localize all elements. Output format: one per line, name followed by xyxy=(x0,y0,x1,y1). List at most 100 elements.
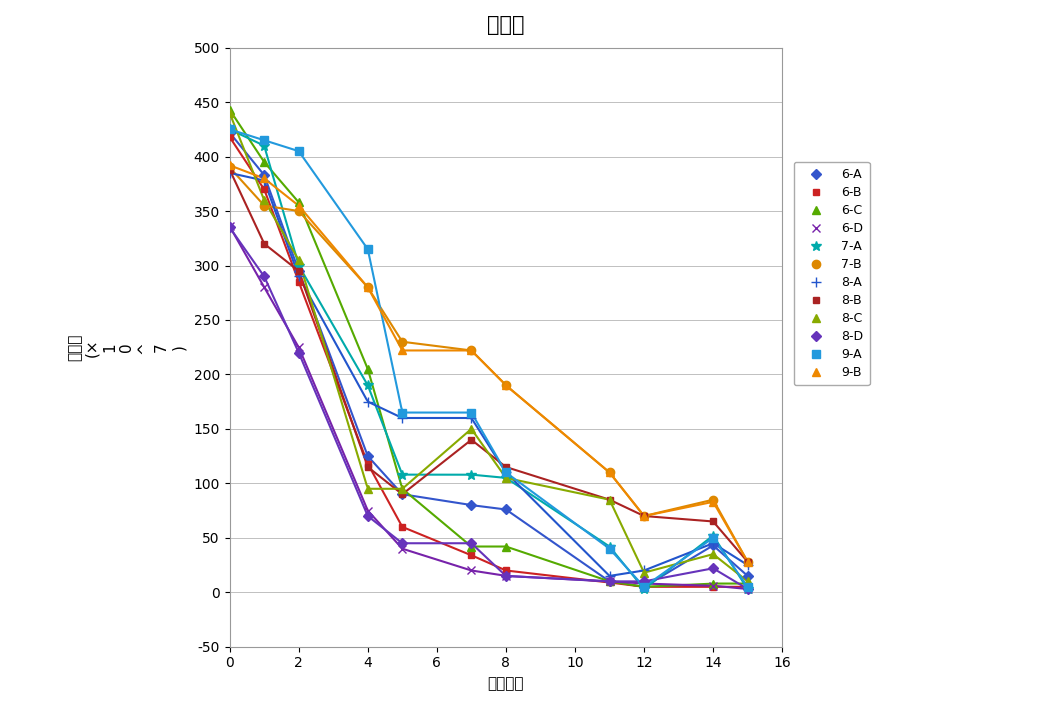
9-B xyxy=(396,346,408,354)
8-D xyxy=(396,539,408,547)
7-B xyxy=(603,468,616,477)
6-B xyxy=(603,578,616,587)
6-A xyxy=(292,267,305,275)
Line: 6-C: 6-C xyxy=(226,106,752,591)
6-D xyxy=(500,572,513,580)
8-B xyxy=(500,462,513,471)
8-A xyxy=(603,572,616,580)
9-B xyxy=(638,512,650,520)
6-C xyxy=(396,484,408,493)
Line: 9-A: 9-A xyxy=(226,125,752,591)
6-A xyxy=(361,452,374,460)
8-B xyxy=(466,436,478,444)
6-A xyxy=(466,501,478,509)
8-D xyxy=(466,539,478,547)
Line: 8-D: 8-D xyxy=(227,224,751,592)
8-C xyxy=(258,196,270,205)
7-B xyxy=(500,381,513,390)
9-A xyxy=(292,147,305,155)
Line: 8-C: 8-C xyxy=(226,109,752,585)
8-A xyxy=(707,539,719,547)
8-B xyxy=(707,517,719,526)
7-A xyxy=(603,542,616,551)
9-B xyxy=(500,381,513,390)
8-B xyxy=(603,496,616,504)
8-D xyxy=(500,572,513,580)
6-D xyxy=(292,343,305,352)
8-D xyxy=(223,223,236,232)
Line: 6-A: 6-A xyxy=(227,129,751,590)
6-B xyxy=(741,582,754,591)
8-B xyxy=(741,558,754,566)
8-B xyxy=(223,165,236,174)
9-A xyxy=(707,534,719,542)
9-A xyxy=(396,408,408,417)
9-B xyxy=(361,283,374,292)
6-C xyxy=(707,580,719,588)
8-D xyxy=(292,348,305,357)
6-A xyxy=(258,171,270,179)
6-D xyxy=(258,283,270,292)
6-A xyxy=(638,582,650,591)
9-A xyxy=(223,125,236,133)
6-D xyxy=(638,580,650,588)
8-C xyxy=(396,484,408,493)
8-A xyxy=(638,566,650,575)
8-A xyxy=(741,561,754,569)
7-B xyxy=(638,512,650,520)
7-A xyxy=(396,470,408,479)
8-A xyxy=(292,272,305,280)
8-C xyxy=(466,424,478,433)
Legend: 6-A, 6-B, 6-C, 6-D, 7-A, 7-B, 8-A, 8-B, 8-C, 8-D, 9-A, 9-B: 6-A, 6-B, 6-C, 6-D, 7-A, 7-B, 8-A, 8-B, … xyxy=(793,162,870,385)
7-B xyxy=(707,496,719,504)
9-B xyxy=(707,498,719,506)
6-C xyxy=(466,542,478,551)
6-A xyxy=(500,505,513,514)
6-B xyxy=(292,277,305,286)
9-A xyxy=(466,408,478,417)
7-B xyxy=(741,558,754,566)
8-A xyxy=(223,169,236,177)
8-D xyxy=(258,272,270,280)
Line: 6-D: 6-D xyxy=(226,222,752,593)
6-B xyxy=(500,566,513,575)
8-D xyxy=(603,577,616,585)
8-A xyxy=(361,397,374,406)
6-A xyxy=(741,572,754,580)
8-D xyxy=(741,585,754,593)
Title: 가속성: 가속성 xyxy=(488,15,525,35)
6-C xyxy=(223,105,236,114)
7-A xyxy=(500,474,513,482)
6-C xyxy=(500,542,513,551)
6-D xyxy=(466,566,478,575)
8-C xyxy=(741,577,754,585)
Line: 7-B: 7-B xyxy=(226,163,752,566)
8-B xyxy=(292,267,305,275)
9-B xyxy=(258,174,270,183)
6-C xyxy=(638,582,650,591)
6-C xyxy=(258,158,270,167)
7-A xyxy=(741,585,754,593)
8-C xyxy=(603,496,616,504)
6-B xyxy=(466,551,478,559)
6-A xyxy=(707,542,719,550)
7-A xyxy=(707,532,719,540)
6-C xyxy=(292,198,305,207)
7-B xyxy=(258,201,270,210)
6-B xyxy=(258,185,270,193)
9-B xyxy=(741,558,754,566)
7-B xyxy=(292,207,305,215)
9-B xyxy=(466,346,478,354)
6-B xyxy=(223,133,236,141)
6-B xyxy=(638,582,650,591)
6-D xyxy=(223,222,236,231)
Line: 8-A: 8-A xyxy=(224,168,753,581)
8-A xyxy=(396,414,408,422)
6-D xyxy=(603,577,616,585)
8-A xyxy=(258,176,270,185)
7-B xyxy=(396,337,408,346)
6-D xyxy=(396,544,408,553)
8-B xyxy=(396,490,408,498)
Y-axis label: 생균수
(×
1
0
^
7
): 생균수 (× 1 0 ^ 7 ) xyxy=(67,333,187,361)
6-D xyxy=(741,585,754,593)
